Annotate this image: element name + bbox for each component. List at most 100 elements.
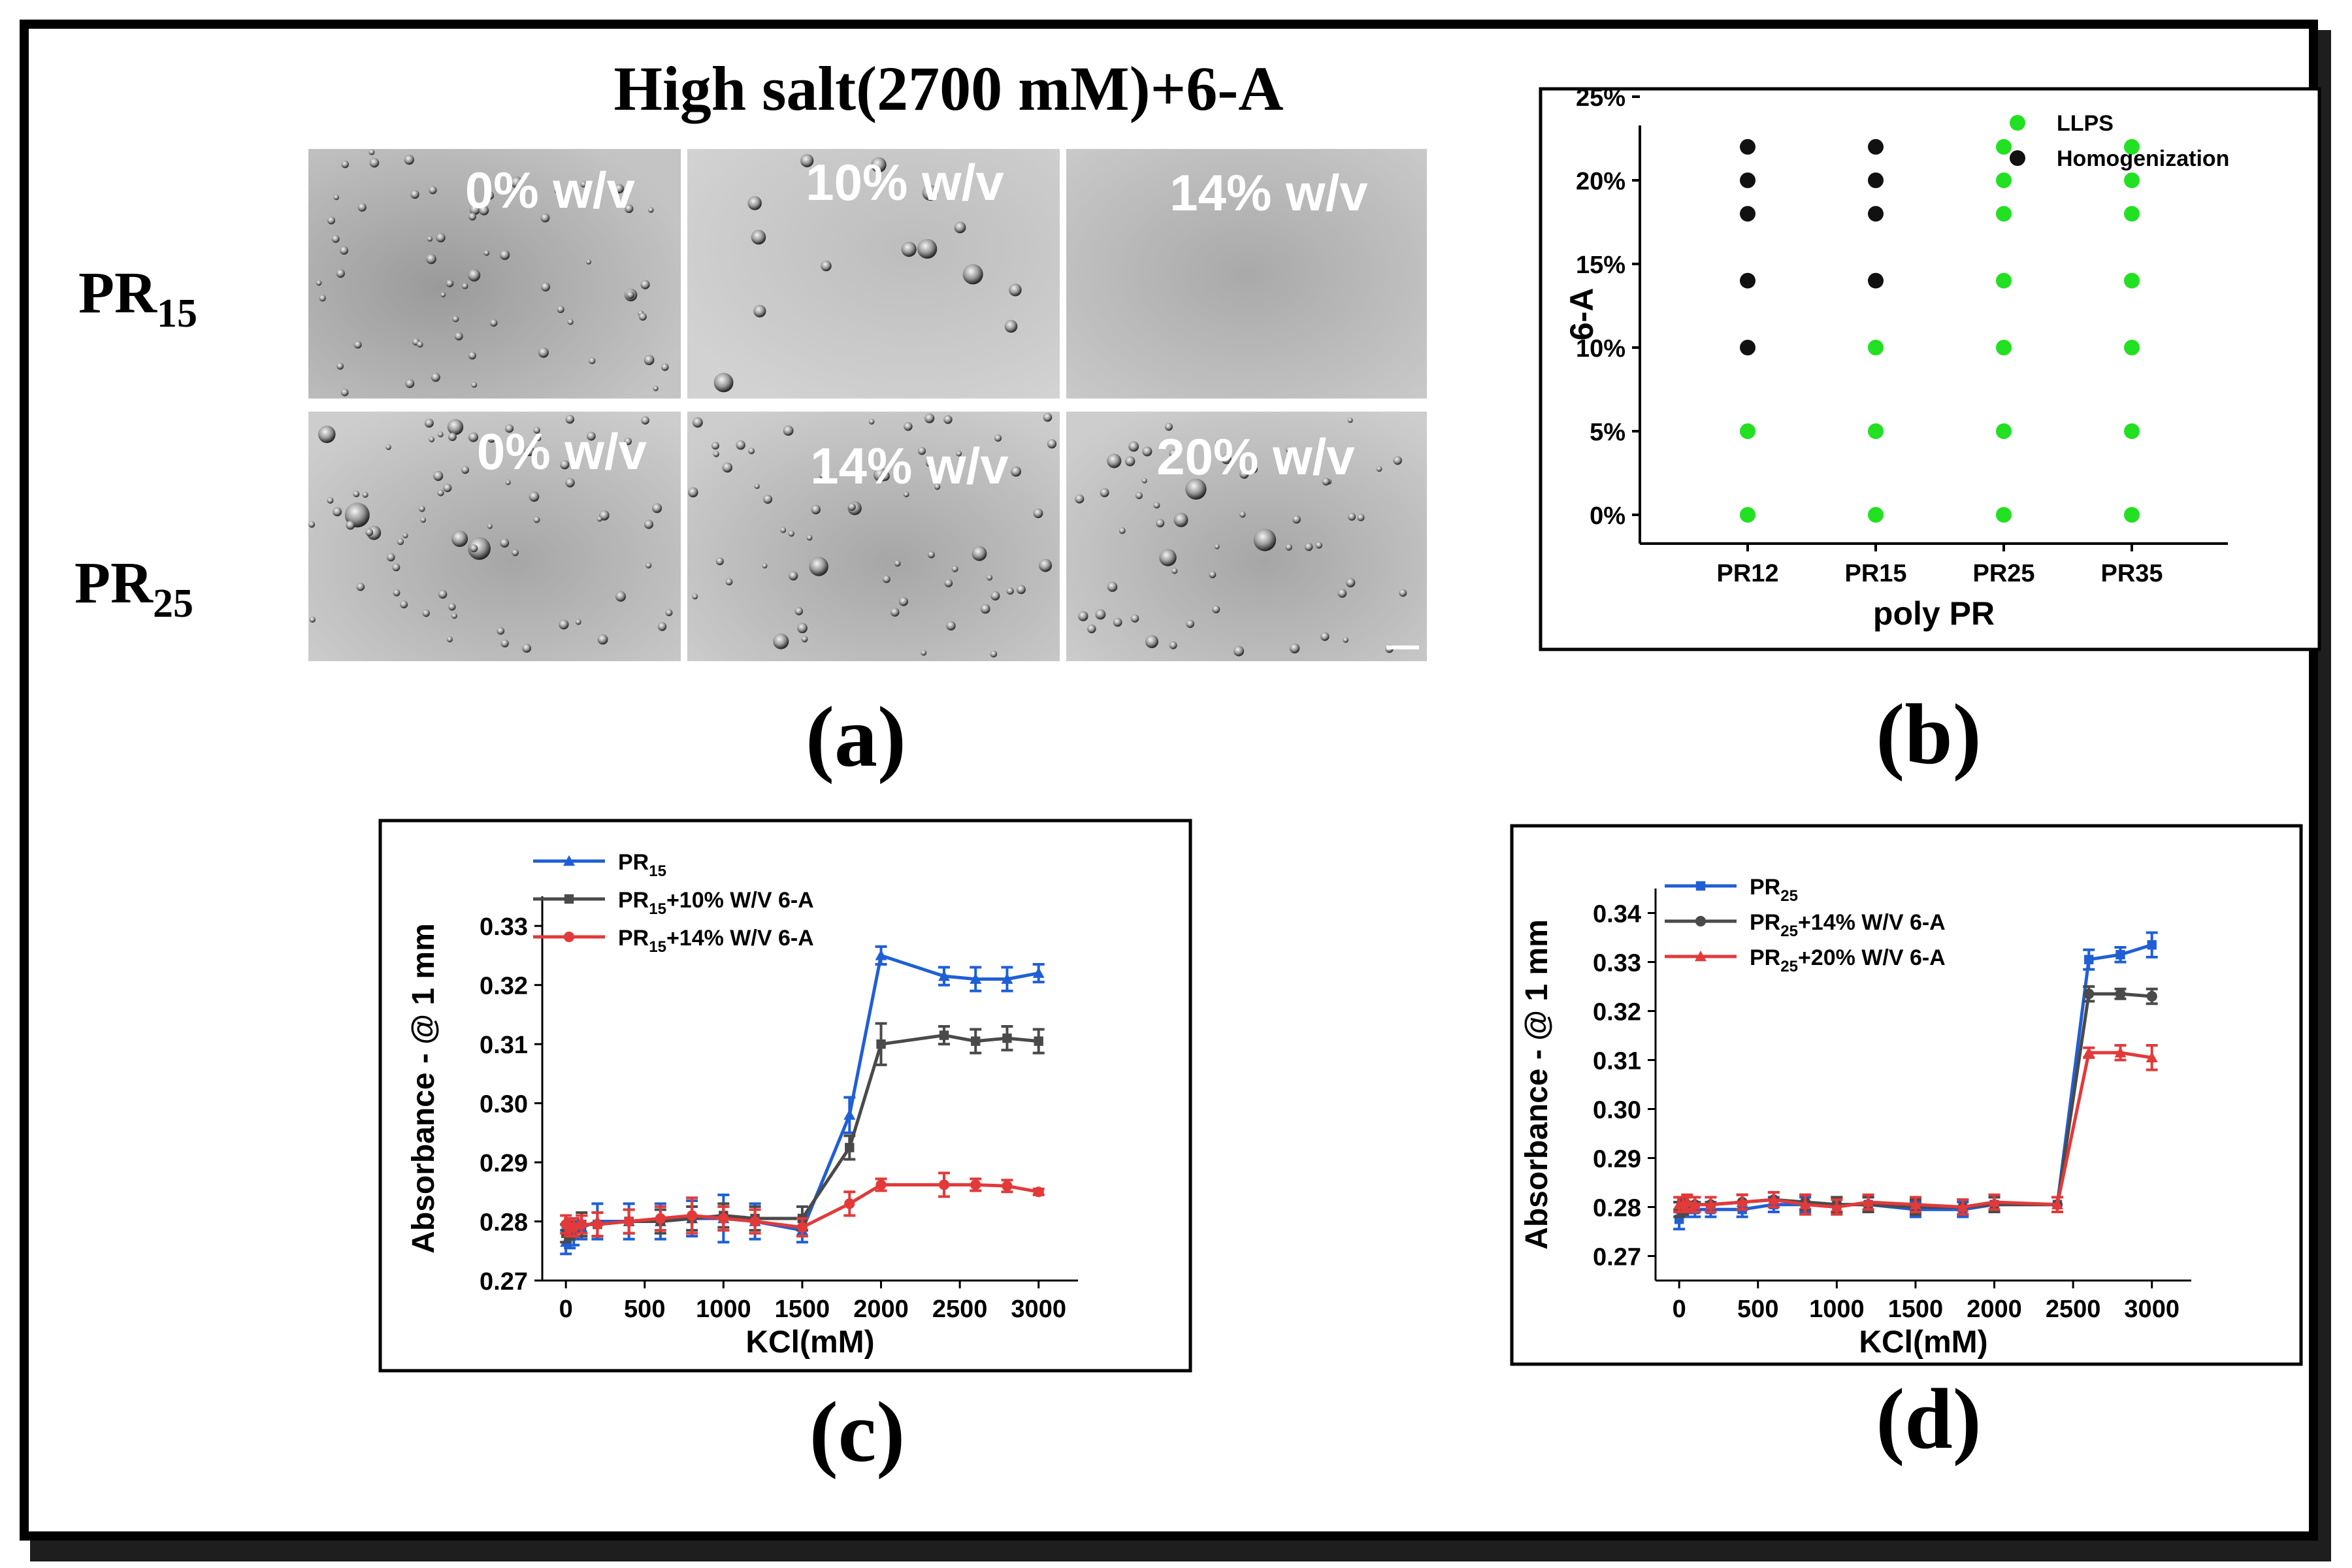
data-point [1767,1194,1780,1205]
droplet [468,212,476,221]
droplet [586,259,591,265]
x-axis-label: KCl(mM) [1859,1325,1987,1360]
legend-marker [1695,951,1707,962]
droplet [640,280,650,289]
droplet [1113,617,1122,627]
x-tick-label: 500 [624,1296,665,1323]
y-tick-label: 0.30 [1593,1097,1641,1124]
y-tick-label: 0.33 [480,913,528,941]
droplet [319,295,326,302]
droplet [565,478,575,487]
droplet [951,565,958,572]
droplet [443,483,452,493]
data-point [1831,1201,1843,1212]
droplet [1075,494,1085,504]
droplet [1107,453,1122,468]
droplet [437,431,444,438]
droplet [944,579,953,587]
llps-point [1996,139,2012,155]
image-label: 20% w/v [1156,428,1355,485]
droplet [468,269,481,282]
data-point [592,1218,603,1230]
droplet [934,483,941,490]
data-point [971,1036,981,1046]
droplet [990,650,998,658]
droplet [452,316,459,323]
droplet [1033,508,1043,518]
data-point [1002,1033,1012,1043]
llps-point [1996,423,2012,439]
droplet [362,491,368,498]
llps-point [2124,206,2140,222]
droplet [333,194,339,201]
droplet [789,571,798,581]
droplet [688,487,698,498]
droplet [356,582,365,591]
legend-label: LLPS [2057,111,2114,136]
panel-c-box [378,819,1192,1373]
droplet [1214,544,1220,549]
droplet [763,495,773,504]
droplet [405,379,415,388]
legend-marker [2010,115,2025,131]
droplet [657,622,667,631]
droplet [665,609,673,617]
droplet [461,466,469,474]
droplet [645,562,652,569]
homogenization-point [1740,139,1756,155]
droplet [871,157,887,173]
droplet [899,596,908,606]
x-tick-label: 1500 [1888,1296,1944,1323]
data-point [1736,1196,1748,1207]
y-tick-label: 0.27 [480,1268,528,1296]
data-point [1799,1198,1812,1209]
panel-label-a: (a) [806,689,906,785]
x-tick-label: 2000 [853,1296,909,1323]
row-label-pr15: PR15 [78,261,197,336]
homogenization-point [1868,206,1884,222]
droplet [468,432,478,442]
droplet [904,422,913,431]
droplet [788,531,794,537]
chart-b: 0% 5% 10% 15% 20% 25% PR12 PR15 PR25 PR35 poly PR 6… [1563,84,2229,632]
droplet [448,433,457,441]
data-point [1862,1196,1874,1207]
x-tick-label: 2500 [2046,1296,2101,1323]
data-point [796,1222,808,1233]
scale-bar [1386,645,1419,649]
droplet [987,574,993,581]
llps-point [2124,139,2140,155]
droplet [800,154,814,167]
micrograph-pr15-10 [687,149,1060,399]
droplet [1357,514,1365,521]
droplet [357,203,367,212]
droplet [1221,453,1232,465]
droplet [943,415,953,424]
droplet [1169,449,1177,458]
x-tick-label: PR25 [1972,560,2034,587]
x-tick-label: PR35 [2100,560,2163,587]
y-tick-label: 0.29 [1593,1146,1641,1173]
droplet [597,634,608,645]
droplet [627,291,634,299]
llps-point [1996,206,2012,222]
droplet [1100,488,1109,497]
droplet [387,553,395,562]
droplet [538,347,549,358]
y-tick-label: 0.31 [1593,1048,1641,1075]
droplet [783,425,794,436]
droplet [567,319,574,325]
llps-point [1868,423,1884,439]
micrograph-pr15-14 [1066,149,1427,399]
droplet [1209,571,1217,578]
droplet [1292,515,1301,524]
droplet [806,534,813,541]
droplet [1215,439,1221,446]
droplet [661,363,669,371]
data-point [875,1179,887,1190]
micrograph-pr25-20 [1066,412,1427,661]
y-tick-label: 0.32 [480,973,528,1000]
data-point [1689,1198,1701,1209]
droplet [1004,319,1018,333]
droplet [811,504,821,515]
